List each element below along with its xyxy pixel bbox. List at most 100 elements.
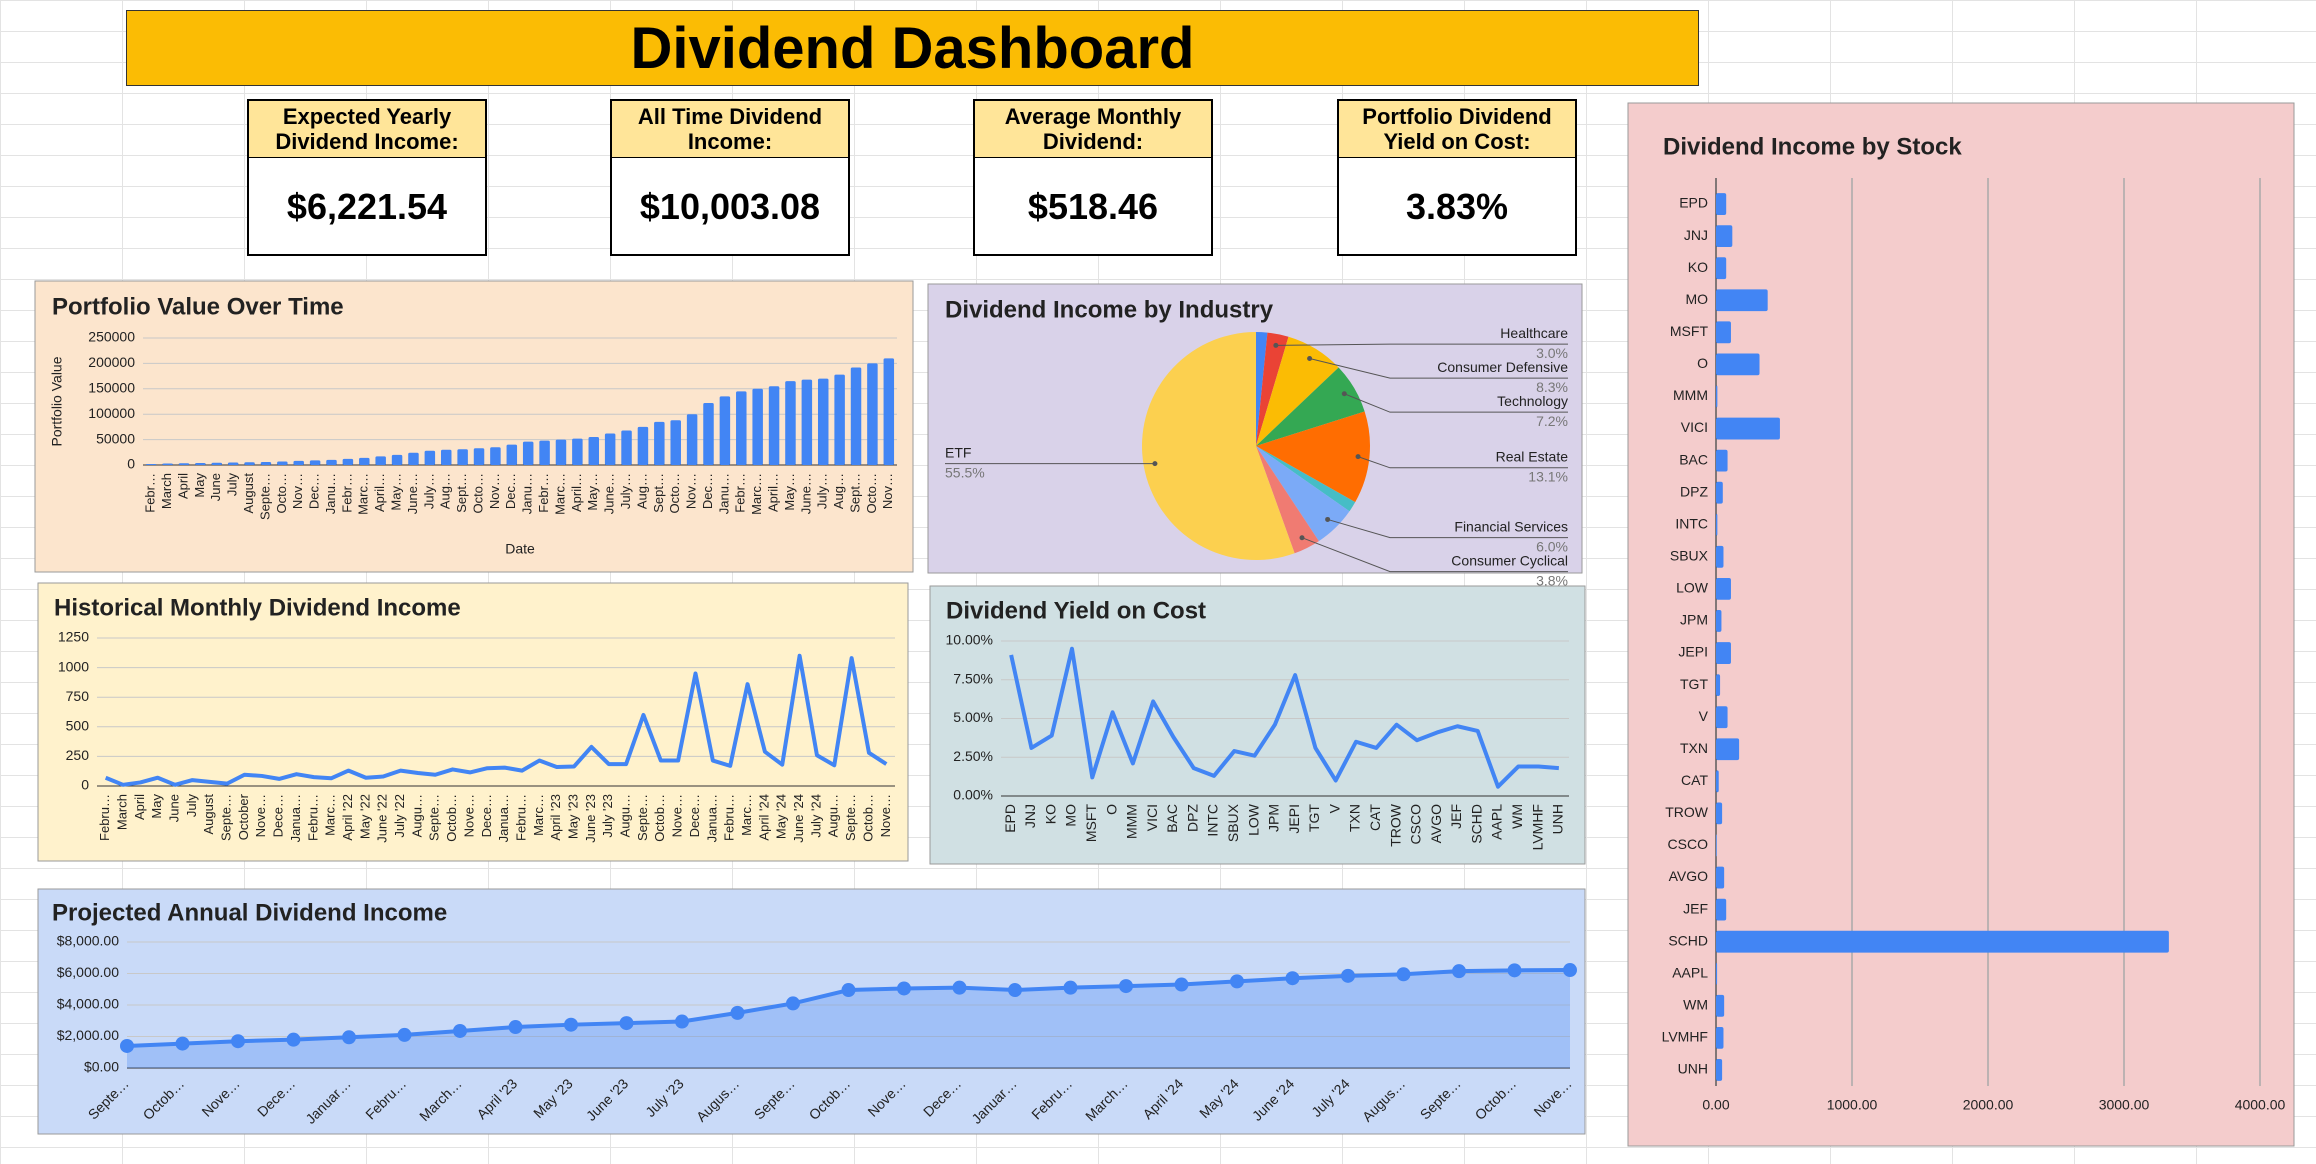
bar bbox=[1716, 1059, 1723, 1081]
leader-line bbox=[1344, 393, 1568, 413]
x-tick-label: 2000.00 bbox=[1963, 1097, 2014, 1113]
marker bbox=[1063, 980, 1078, 995]
y-tick-label: 200000 bbox=[88, 354, 135, 370]
pie-slice bbox=[1142, 332, 1295, 561]
x-tick-label: Octo… bbox=[470, 473, 485, 513]
bar bbox=[490, 447, 501, 465]
y-tick-label: SCHD bbox=[1668, 932, 1708, 948]
bar bbox=[424, 450, 436, 465]
bar bbox=[1716, 930, 2169, 953]
x-tick-label: March bbox=[114, 794, 129, 830]
marker bbox=[1507, 963, 1522, 978]
y-tick-label: O bbox=[1697, 355, 1708, 371]
x-tick-label: Dec… bbox=[503, 473, 518, 509]
x-tick-label: Nov… bbox=[290, 473, 305, 509]
x-tick-label: Augu… bbox=[618, 794, 633, 837]
marker bbox=[120, 1038, 134, 1053]
x-tick-label: 4000.00 bbox=[2235, 1097, 2286, 1113]
x-tick-label: Octo… bbox=[667, 473, 682, 513]
y-tick-label: 10.00% bbox=[946, 632, 993, 648]
slice-label: Financial Services bbox=[1454, 518, 1568, 534]
x-tick-label: Dece… bbox=[271, 794, 286, 837]
bar bbox=[1716, 225, 1733, 248]
x-tick-label: Octob… bbox=[652, 794, 667, 842]
y-tick-label: MSFT bbox=[1670, 323, 1709, 339]
x-tick-label: LVMHF bbox=[1529, 804, 1545, 850]
bar bbox=[1716, 994, 1725, 1017]
marker bbox=[841, 983, 856, 998]
x-tick-label: Febr… bbox=[339, 473, 354, 513]
x-tick-label: March… bbox=[416, 1075, 465, 1124]
x-tick-label: Nov… bbox=[880, 473, 895, 509]
bar bbox=[1716, 513, 1718, 536]
bar bbox=[1716, 770, 1719, 793]
kpi-value: $6,221.54 bbox=[286, 185, 448, 227]
bar bbox=[883, 358, 895, 465]
bar bbox=[637, 426, 649, 465]
chart-title: Historical Monthly Dividend Income bbox=[54, 594, 461, 621]
y-tick-label: 150000 bbox=[88, 380, 135, 396]
x-tick-label: INTC bbox=[1205, 804, 1221, 837]
x-tick-label: Febru… bbox=[1028, 1075, 1075, 1122]
bar bbox=[408, 452, 419, 465]
x-tick-label: March… bbox=[1082, 1075, 1131, 1124]
pie-slice bbox=[1256, 336, 1339, 446]
chart-panel bbox=[34, 280, 914, 573]
x-tick-label: April bbox=[132, 794, 147, 820]
y-tick-label: CAT bbox=[1681, 772, 1708, 788]
bar bbox=[1716, 738, 1740, 761]
chart-panel bbox=[1627, 102, 2295, 1147]
x-tick-label: Febru… bbox=[305, 794, 320, 841]
y-tick-label: CSCO bbox=[1668, 836, 1709, 852]
y-tick-label: UNH bbox=[1678, 1061, 1708, 1077]
x-tick-label: May bbox=[149, 794, 164, 819]
y-tick-label: KO bbox=[1688, 259, 1708, 275]
y-tick-label: MO bbox=[1685, 291, 1708, 307]
bar bbox=[342, 458, 354, 465]
marker bbox=[1230, 974, 1244, 989]
x-tick-label: Janu… bbox=[323, 473, 338, 514]
x-tick-label: CSCO bbox=[1408, 804, 1424, 845]
x-tick-label: Nove… bbox=[670, 794, 685, 837]
line bbox=[104, 653, 888, 787]
bar bbox=[145, 463, 157, 465]
marker bbox=[952, 980, 967, 995]
x-tick-label: JPM bbox=[1266, 804, 1282, 832]
y-tick-label: WM bbox=[1683, 997, 1708, 1013]
y-tick-label: 2.50% bbox=[953, 748, 993, 764]
bar bbox=[178, 463, 190, 465]
marker bbox=[231, 1034, 245, 1049]
x-tick-label: May '22 bbox=[357, 794, 372, 839]
x-tick-label: Febru… bbox=[722, 794, 737, 841]
bar bbox=[654, 421, 665, 465]
x-tick-label: March bbox=[159, 473, 174, 509]
x-tick-label: Septe… bbox=[751, 1075, 798, 1122]
marker bbox=[730, 1005, 745, 1020]
marker bbox=[1563, 963, 1577, 978]
x-tick-label: TROW bbox=[1387, 803, 1403, 847]
x-tick-label: Marc… bbox=[749, 473, 764, 515]
y-tick-label: TGT bbox=[1680, 676, 1708, 692]
bar bbox=[736, 391, 747, 465]
marker bbox=[897, 981, 911, 996]
bar bbox=[1716, 866, 1725, 889]
y-tick-label: MMM bbox=[1673, 387, 1708, 403]
bar bbox=[588, 437, 600, 465]
leader-dot bbox=[1273, 342, 1279, 348]
chart-title: Portfolio Value Over Time bbox=[52, 293, 344, 320]
x-tick-label: Dece… bbox=[687, 794, 702, 837]
chart-panel bbox=[929, 585, 1586, 865]
y-tick-label: 0 bbox=[81, 777, 89, 793]
x-tick-label: Septe… bbox=[1417, 1075, 1464, 1122]
bar bbox=[1716, 385, 1718, 408]
bar bbox=[1716, 193, 1727, 215]
bar bbox=[572, 438, 583, 465]
x-tick-label: Nove… bbox=[1530, 1075, 1574, 1119]
bar bbox=[1716, 674, 1721, 697]
x-tick-label: Dec… bbox=[307, 473, 322, 509]
x-tick-label: Febr… bbox=[143, 473, 158, 513]
y-tick-label: JPM bbox=[1680, 612, 1708, 628]
kpi-label: Expected Yearly Dividend Income: bbox=[249, 101, 485, 158]
bar bbox=[195, 462, 206, 465]
y-tick-label: LOW bbox=[1676, 580, 1709, 596]
